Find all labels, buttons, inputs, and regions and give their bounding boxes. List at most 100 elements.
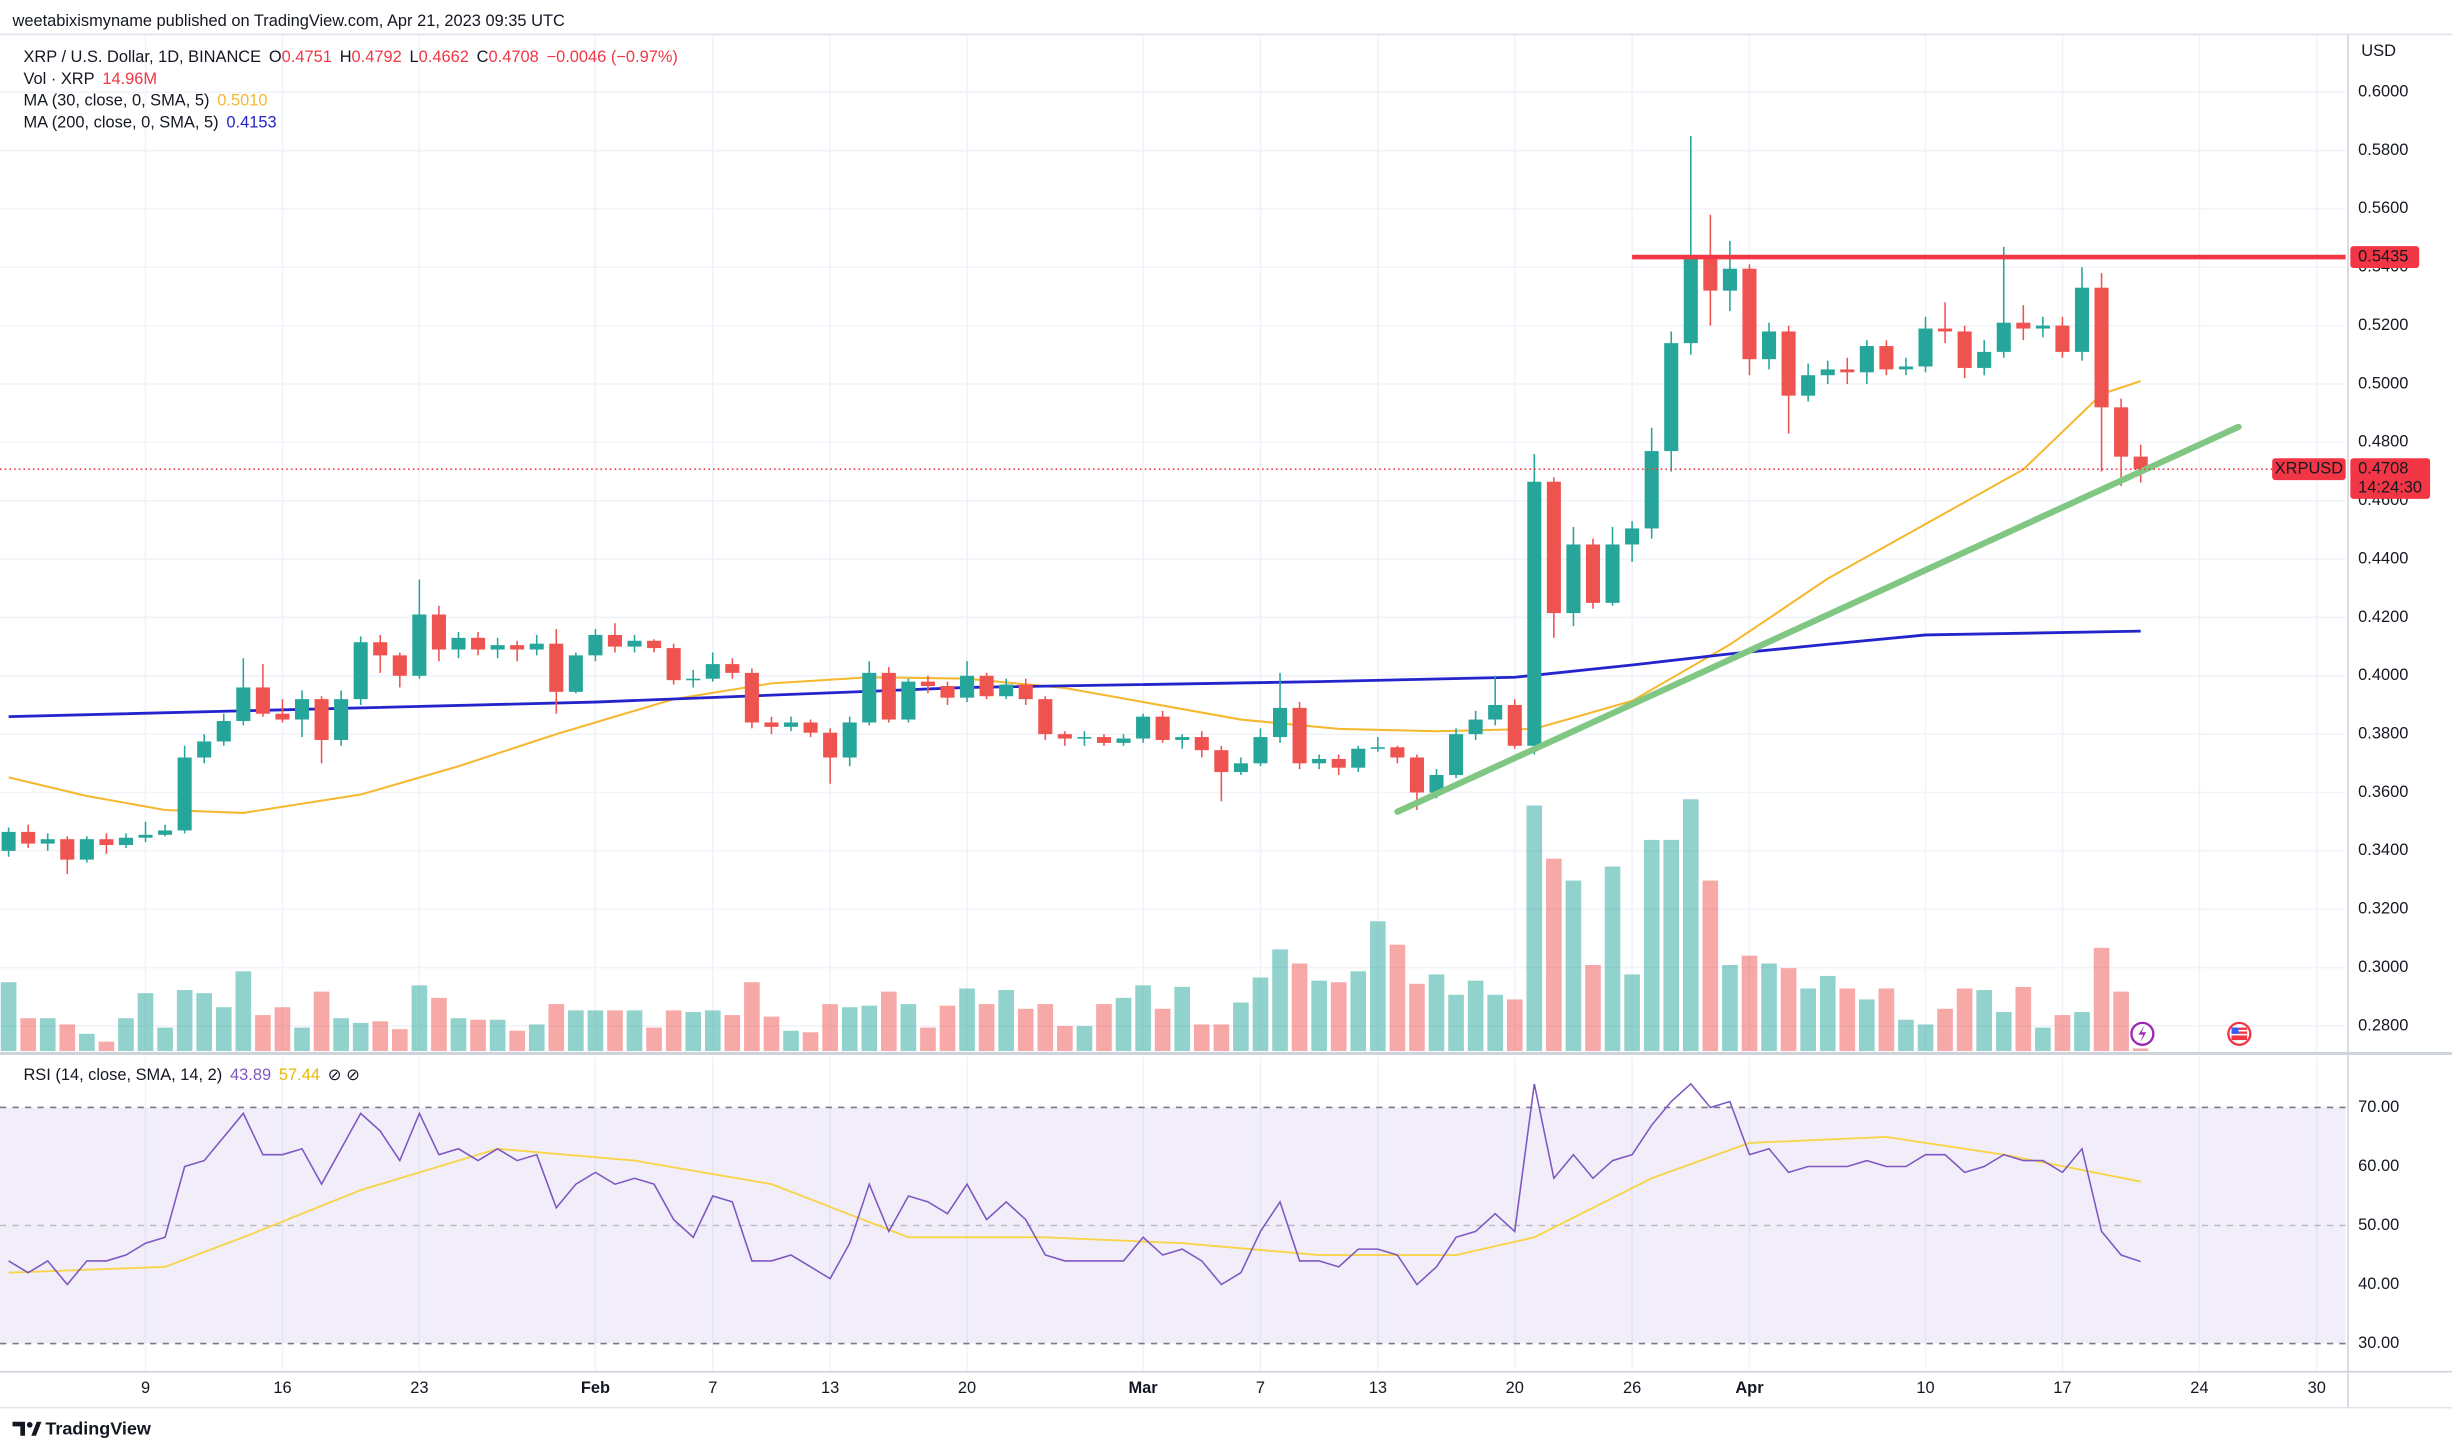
volume-bar: [157, 1027, 173, 1052]
volume-bar: [880, 991, 897, 1052]
level-tag: [2350, 246, 2420, 269]
candle-body: [1468, 719, 1483, 735]
legend-volume-name: Vol · XRP: [23, 70, 94, 88]
x-tick-label: Apr: [1735, 1379, 1764, 1397]
volume-bar: [1213, 1024, 1230, 1052]
candle-body: [275, 713, 290, 720]
legend-ohlc-value: 0.4662: [419, 48, 469, 66]
candle-body: [1664, 343, 1679, 452]
legend-ohlc-key: C: [477, 48, 489, 66]
rsi-tick-label: 40.00: [2358, 1275, 2399, 1293]
candle-body: [1703, 257, 1718, 291]
volume-bar: [1350, 971, 1367, 1052]
candle-body: [2133, 456, 2148, 470]
legend-ohlc-value: 0.4792: [352, 48, 402, 66]
x-tick-label: 7: [1256, 1379, 1265, 1397]
x-tick-label: Feb: [581, 1379, 610, 1397]
volume-bar: [1565, 880, 1582, 1052]
candle-body: [2055, 325, 2070, 352]
volume-bar: [1370, 921, 1386, 1052]
candle-body: [490, 645, 505, 650]
y-tick-label: 0.3200: [2358, 900, 2408, 918]
volume-bar: [607, 1010, 623, 1052]
legend-ma-name: MA (30, close, 0, SMA, 5): [23, 92, 209, 110]
candle-body: [138, 834, 153, 838]
y-tick-label: 0.5600: [2358, 199, 2408, 217]
candle-body: [177, 757, 192, 831]
candle-body: [842, 722, 857, 758]
candle-body: [431, 614, 446, 650]
volume-bar: [1898, 1019, 1914, 1052]
x-tick-label: 23: [410, 1379, 428, 1397]
candle-body: [920, 681, 935, 686]
volume-bar: [1604, 866, 1621, 1052]
candle-body: [1840, 369, 1855, 373]
candle-body: [1957, 331, 1972, 368]
candle-body: [314, 699, 329, 740]
candle-body: [1801, 375, 1816, 396]
candle-body: [999, 684, 1014, 697]
rsi-tick-label: 60.00: [2358, 1157, 2399, 1175]
candle-body: [1859, 346, 1874, 373]
volume-bar: [470, 1019, 486, 1052]
axes: 9 16 23 Feb 7 13 20 Mar 7 13 20 26 Apr 10 17 24 30 0.2800…: [141, 83, 2431, 1397]
candle-body: [725, 664, 740, 673]
volume-bar: [1976, 990, 1993, 1052]
volume-bar: [2093, 947, 2110, 1052]
volume-bar: [959, 988, 975, 1052]
rsi-tick-label: 30.00: [2358, 1334, 2399, 1352]
candle-body: [373, 642, 388, 656]
volume-bar: [763, 1016, 780, 1052]
volume-bar: [724, 1015, 741, 1052]
volume-bar: [1252, 977, 1269, 1052]
x-tick-label: 7: [708, 1379, 717, 1397]
candle-body: [1331, 758, 1346, 768]
legend-line: Vol · XRP 14.96M: [23, 70, 157, 88]
candle-body: [960, 675, 975, 698]
volume-bar: [1409, 983, 1425, 1052]
moving-average-line: [8, 380, 2142, 814]
volume-bar: [1057, 1026, 1073, 1052]
candle-body: [40, 839, 55, 844]
candle-body: [686, 678, 701, 681]
x-tick-label: 30: [2308, 1379, 2326, 1397]
volume-bar: [587, 1010, 604, 1052]
rsi-line: [8, 1082, 2141, 1286]
volume-bar: [2054, 1015, 2071, 1052]
x-tick-label: 24: [2190, 1379, 2208, 1397]
volume-bar: [2015, 986, 2032, 1052]
volume-bar: [0, 982, 17, 1052]
legend-ma-value: 0.5010: [217, 92, 267, 110]
grid: [0, 34, 2346, 1371]
candle-body: [1429, 774, 1444, 793]
candle-body: [1507, 704, 1522, 746]
candle-body: [99, 839, 114, 846]
rsi-tick-label: 50.00: [2358, 1216, 2399, 1234]
volume-bar: [1506, 999, 1523, 1052]
volume-bar: [1859, 999, 1875, 1052]
legend-volume-value: 14.96M: [102, 70, 157, 88]
volume-bar: [1135, 985, 1151, 1052]
candle-body: [2074, 287, 2090, 352]
candle-body: [1018, 684, 1033, 700]
volume-bar: [822, 1004, 838, 1052]
symbol-tag-label: XRPUSD: [2275, 460, 2344, 478]
y-tick-label: 0.4200: [2358, 608, 2408, 626]
legend-ohlc-value: 0.4708: [489, 48, 539, 66]
legend-change: −0.0046 (−0.97%): [547, 48, 678, 66]
candle-body: [1918, 328, 1933, 367]
candle-body: [451, 637, 466, 650]
volume-bar: [59, 1024, 76, 1052]
volume-bar: [1526, 805, 1543, 1052]
candle-body: [1096, 737, 1112, 743]
volume-bar: [900, 1004, 917, 1052]
symbol-tag: [2272, 458, 2346, 481]
candle-body: [21, 831, 36, 844]
candle-body: [549, 643, 564, 692]
legend-line: RSI (14, close, SMA, 14, 2) 43.89 57.44 ⊘ ⊘: [23, 1066, 359, 1084]
flag-icon: [2227, 1021, 2252, 1046]
candle-body: [1781, 331, 1796, 396]
